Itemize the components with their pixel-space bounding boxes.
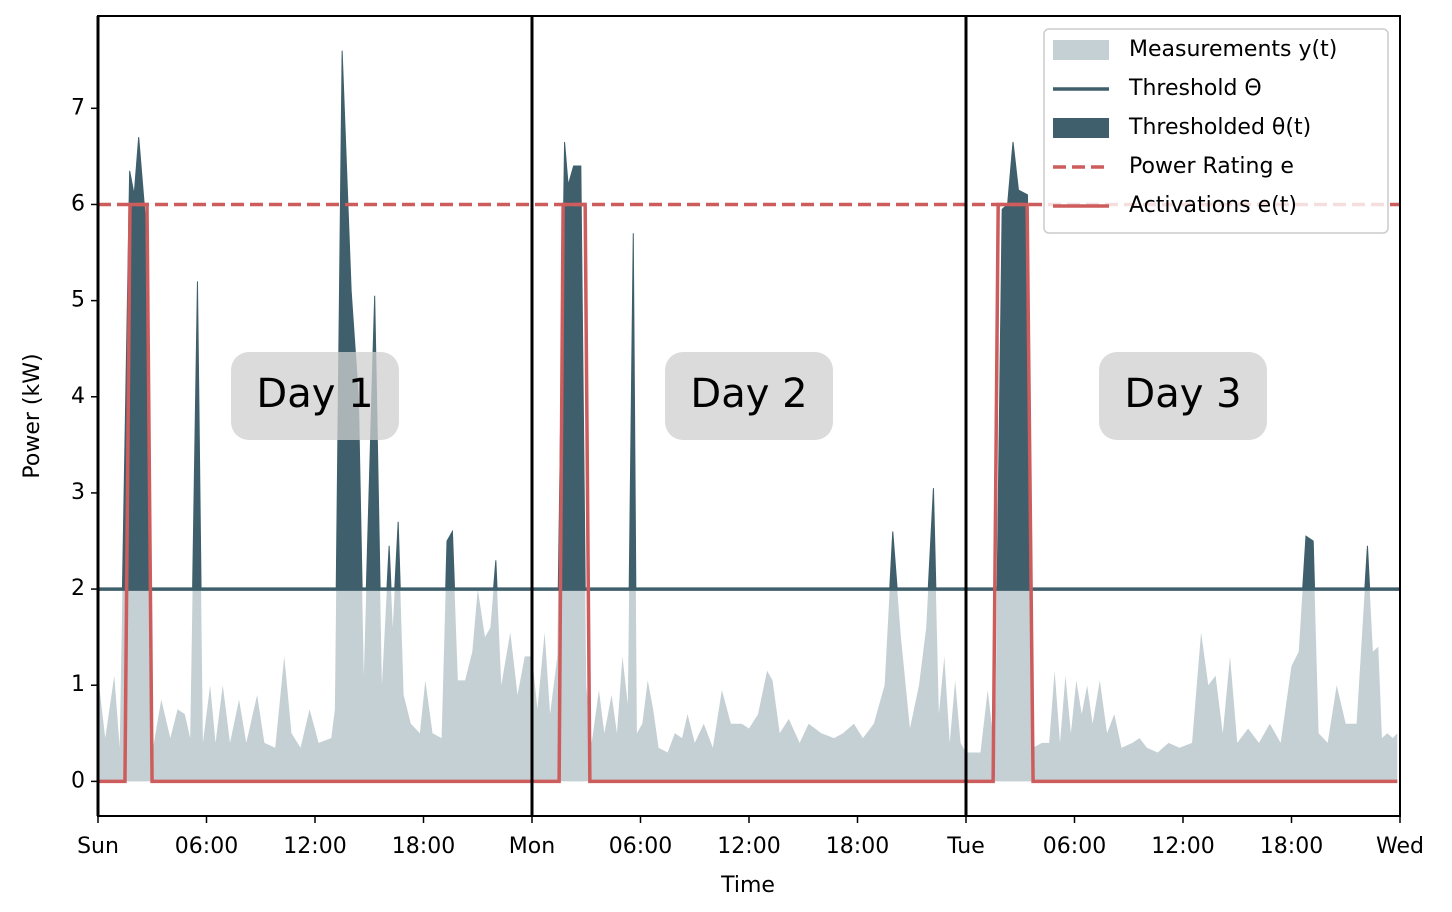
x-tick-label: 18:00 bbox=[392, 834, 455, 859]
y-tick-label: 2 bbox=[71, 576, 85, 601]
x-tick-label: 18:00 bbox=[1260, 834, 1323, 859]
y-tick-label: 1 bbox=[71, 672, 85, 697]
y-tick-label: 5 bbox=[71, 288, 85, 313]
y-tick-label: 4 bbox=[71, 384, 85, 409]
x-tick-label: Sun bbox=[77, 834, 119, 859]
x-tick-label: 06:00 bbox=[1043, 834, 1106, 859]
legend-label: Power Rating e bbox=[1129, 154, 1294, 179]
y-tick-label: 3 bbox=[71, 480, 85, 505]
x-tick-label: 06:00 bbox=[175, 834, 238, 859]
legend-swatch bbox=[1053, 118, 1109, 138]
activation-line bbox=[98, 202, 1398, 784]
x-tick-label: Wed bbox=[1376, 834, 1424, 859]
x-tick-label: 06:00 bbox=[609, 834, 672, 859]
legend-label: Thresholded θ(t) bbox=[1128, 115, 1311, 140]
legend-swatch bbox=[1053, 40, 1109, 60]
x-tick-label: 18:00 bbox=[826, 834, 889, 859]
annotation-box bbox=[231, 352, 399, 440]
annotation: Day 2 bbox=[690, 371, 807, 417]
annotation-box bbox=[665, 352, 833, 440]
x-tick-label: 12:00 bbox=[283, 834, 346, 859]
legend-label: Activations e(t) bbox=[1129, 193, 1297, 218]
annotation: Day 1 bbox=[256, 371, 373, 417]
x-axis-label: Time bbox=[720, 873, 775, 898]
annotation-box bbox=[1099, 352, 1267, 440]
x-tick-label: 12:00 bbox=[717, 834, 780, 859]
annotation: Day 3 bbox=[1124, 371, 1241, 417]
x-tick-label: Mon bbox=[509, 834, 555, 859]
x-tick-label: 12:00 bbox=[1151, 834, 1214, 859]
y-tick-label: 6 bbox=[71, 191, 85, 216]
legend-label: Measurements y(t) bbox=[1129, 37, 1337, 62]
legend-box bbox=[1043, 28, 1389, 234]
y-tick-label: 7 bbox=[71, 95, 85, 120]
x-tick-label: Tue bbox=[946, 834, 985, 859]
y-axis-label: Power (kW) bbox=[20, 353, 45, 478]
legend-label: Threshold Θ bbox=[1128, 76, 1262, 101]
y-tick-label: 0 bbox=[71, 768, 85, 793]
